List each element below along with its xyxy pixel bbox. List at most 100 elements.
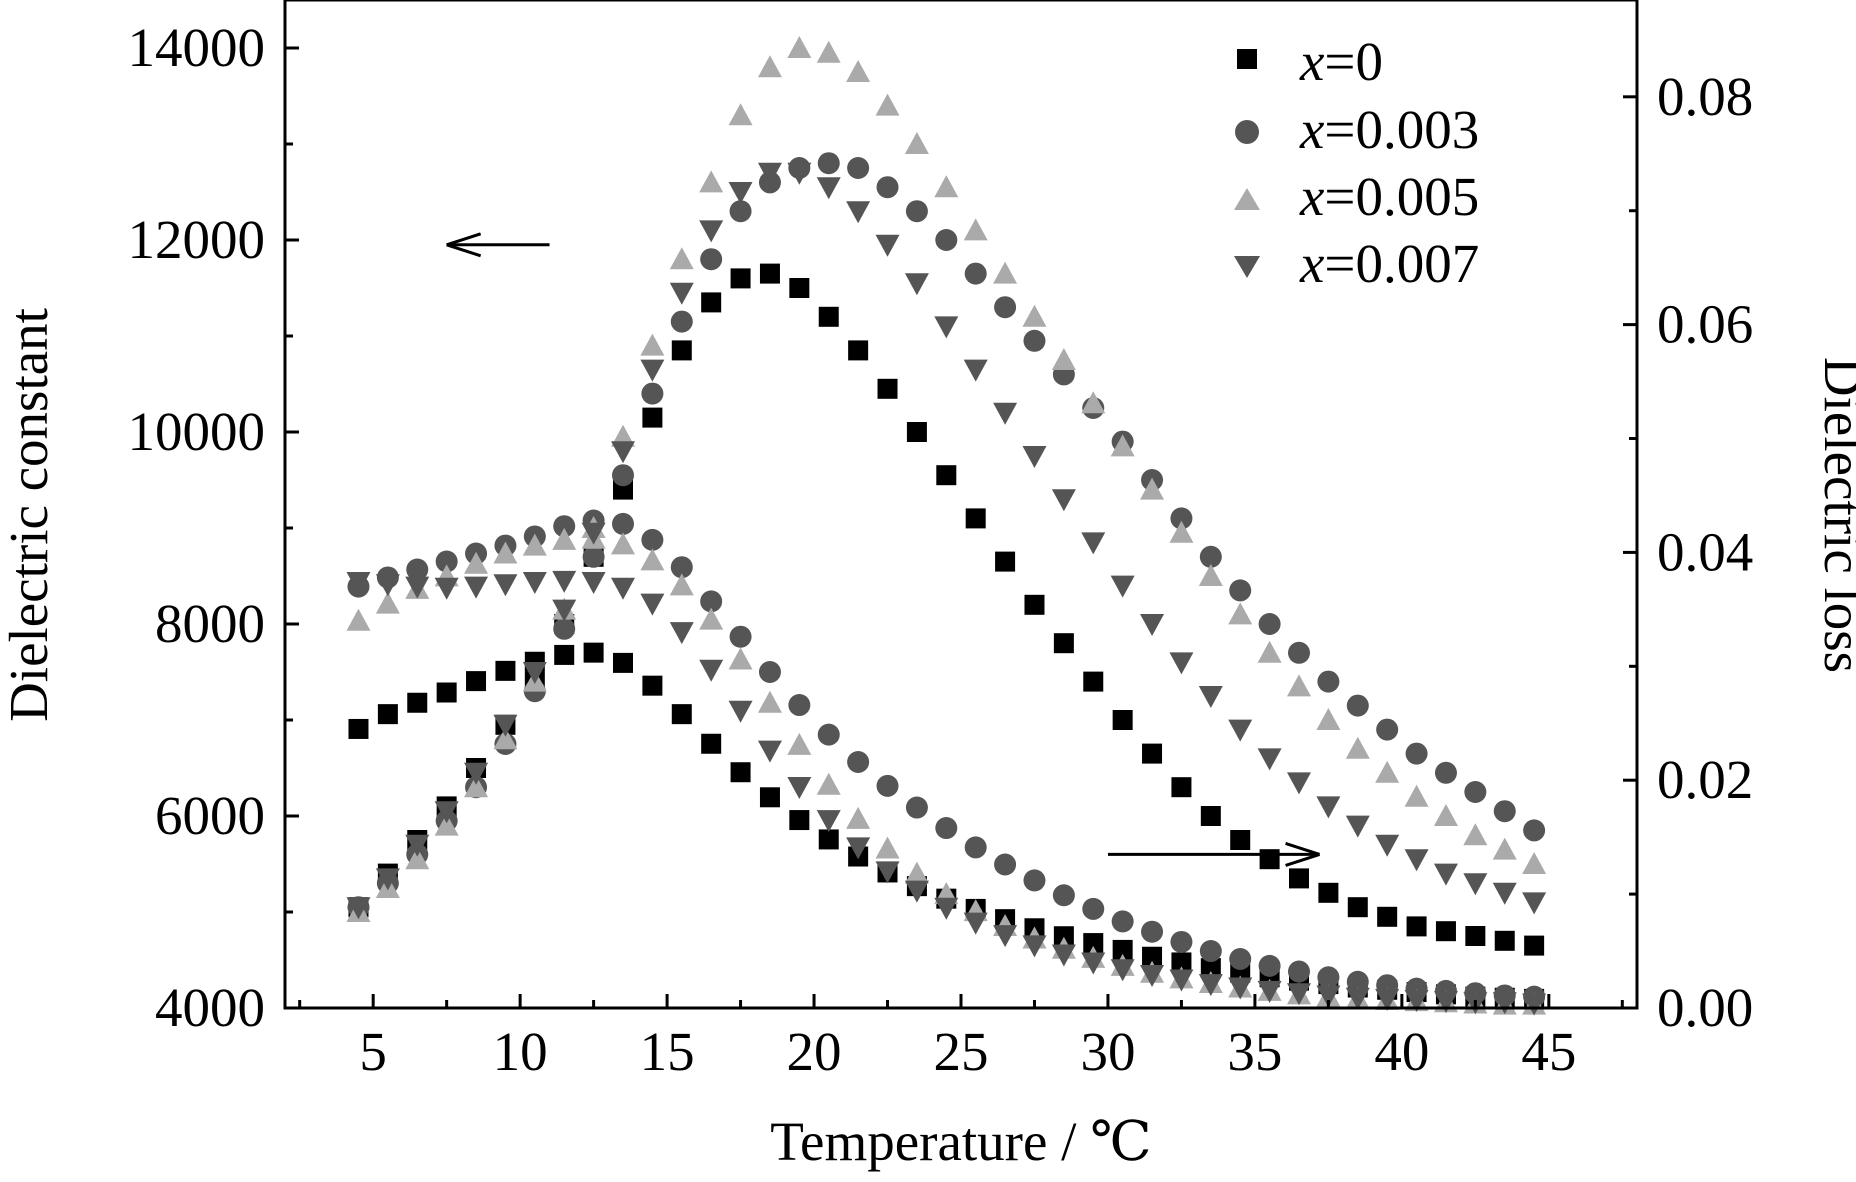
x-tick-label: 40 (1374, 1021, 1429, 1082)
x-tick-label: 10 (493, 1021, 548, 1082)
point-constant-series-2 (1464, 781, 1487, 803)
y-tick-label-left: 8000 (155, 593, 265, 654)
point-constant-series-1 (1494, 930, 1515, 951)
point-constant-series-4 (934, 316, 959, 339)
point-constant-series-4 (1110, 575, 1135, 598)
point-loss-series-3 (375, 591, 400, 614)
point-constant-series-3 (728, 103, 753, 126)
point-constant-series-1 (995, 551, 1016, 572)
point-loss-series-4 (640, 593, 665, 616)
point-constant-series-1 (759, 263, 780, 284)
point-constant-series-1 (642, 407, 663, 428)
point-constant-series-4 (846, 201, 871, 224)
point-loss-series-1 (1142, 946, 1163, 967)
point-constant-series-3 (1081, 391, 1106, 414)
point-loss-series-4 (1081, 952, 1106, 975)
point-loss-series-4 (1198, 974, 1223, 997)
point-constant-series-3 (934, 175, 959, 198)
point-loss-series-4 (787, 777, 812, 800)
point-constant-series-3 (1110, 434, 1135, 457)
point-loss-series-1 (1053, 926, 1074, 947)
point-loss-series-2 (1258, 954, 1281, 977)
point-loss-series-2 (435, 550, 458, 573)
point-loss-series-1 (1171, 952, 1192, 973)
point-loss-series-1 (1200, 958, 1221, 979)
point-constant-series-2 (876, 176, 899, 199)
point-loss-series-2 (935, 817, 958, 840)
point-loss-series-2 (641, 528, 664, 551)
point-constant-series-2 (1434, 761, 1457, 784)
point-loss-series-2 (788, 694, 811, 717)
point-loss-series-4 (1051, 944, 1076, 967)
legend-item-4: x=0.007 (1234, 233, 1479, 294)
annotation-arrowhead-2 (1285, 841, 1321, 867)
point-constant-series-3 (434, 813, 459, 836)
point-loss-series-4 (875, 861, 900, 884)
point-constant-series-3 (787, 36, 812, 58)
point-constant-series-4 (1169, 652, 1194, 675)
point-constant-series-1 (877, 378, 898, 399)
point-loss-series-2 (1229, 948, 1252, 971)
point-loss-series-3 (757, 690, 782, 713)
point-loss-series-3 (611, 532, 635, 555)
point-loss-series-4 (757, 740, 782, 763)
point-constant-series-2 (1317, 670, 1340, 693)
point-constant-series-2 (1288, 641, 1310, 664)
point-constant-series-1 (789, 278, 810, 298)
annotations (446, 232, 1321, 867)
y-tick-label-right: 0.04 (1657, 521, 1753, 582)
point-loss-series-3 (699, 607, 724, 630)
point-loss-series-3 (787, 732, 812, 755)
axis-tick-labels: 5 10 15 20 25 30 35 40 45 4000 6000 8000 10000 12000 1… (128, 17, 1754, 1082)
point-loss-series-4 (552, 570, 577, 593)
point-constant-series-1 (936, 465, 957, 486)
data-marks (346, 36, 1547, 1016)
point-loss-series-1 (466, 671, 487, 692)
point-constant-series-3 (875, 93, 900, 116)
point-loss-series-2 (1346, 970, 1369, 993)
point-constant-series-4 (1228, 719, 1253, 742)
point-constant-series-2 (1170, 507, 1193, 530)
point-loss-series-1 (407, 692, 428, 713)
point-constant-series-2 (994, 296, 1017, 319)
point-constant-series-3 (1257, 640, 1282, 663)
legend-label: x=0.007 (1299, 233, 1479, 294)
point-loss-series-4 (963, 912, 988, 935)
point-constant-series-1 (1524, 935, 1545, 956)
point-constant-series-3 (1375, 760, 1400, 783)
point-constant-series-4 (1198, 686, 1223, 708)
point-loss-series-3 (904, 861, 929, 884)
point-loss-series-3 (552, 527, 577, 550)
y-tick-label-left: 10000 (128, 401, 266, 462)
point-loss-series-3 (728, 647, 753, 670)
y-tick-label-right: 0.08 (1657, 66, 1753, 127)
point-loss-series-2 (1111, 910, 1134, 933)
point-constant-series-4 (963, 359, 988, 382)
point-constant-series-1 (1465, 926, 1486, 946)
point-constant-series-1 (818, 306, 839, 327)
point-loss-series-1 (613, 652, 633, 673)
point-constant-series-1 (1347, 897, 1368, 918)
point-loss-series-2 (1288, 960, 1310, 983)
point-constant-series-1 (1083, 671, 1104, 692)
point-loss-series-1 (759, 787, 780, 808)
point-loss-series-4 (1522, 993, 1547, 1016)
point-loss-series-4 (699, 659, 724, 682)
point-constant-series-4 (699, 220, 724, 243)
point-loss-series-1 (818, 829, 839, 850)
point-constant-series-4 (1257, 748, 1282, 771)
point-constant-series-4 (993, 402, 1018, 425)
point-constant-series-4 (787, 162, 812, 185)
point-loss-series-4 (493, 574, 518, 597)
point-loss-series-2 (700, 590, 723, 613)
point-constant-series-2 (582, 545, 605, 568)
point-constant-series-1 (1318, 882, 1339, 903)
point-constant-series-4 (1463, 873, 1488, 896)
point-loss-series-1 (730, 762, 751, 783)
point-constant-series-4 (493, 714, 518, 737)
point-loss-series-3 (464, 551, 489, 574)
y-tick-label-right: 0.02 (1657, 749, 1753, 810)
point-loss-series-1 (348, 718, 369, 739)
point-constant-series-2 (612, 464, 634, 487)
point-loss-series-2 (1141, 920, 1164, 943)
